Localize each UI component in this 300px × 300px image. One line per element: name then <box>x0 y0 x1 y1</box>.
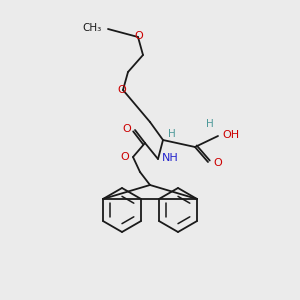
Text: OH: OH <box>222 130 239 140</box>
Text: O: O <box>118 85 126 95</box>
Text: NH: NH <box>162 153 179 163</box>
Text: O: O <box>122 124 131 134</box>
Text: H: H <box>168 129 176 139</box>
Text: O: O <box>135 31 143 41</box>
Text: O: O <box>120 152 129 162</box>
Text: O: O <box>213 158 222 168</box>
Text: CH₃: CH₃ <box>83 23 102 33</box>
Text: H: H <box>206 119 214 129</box>
